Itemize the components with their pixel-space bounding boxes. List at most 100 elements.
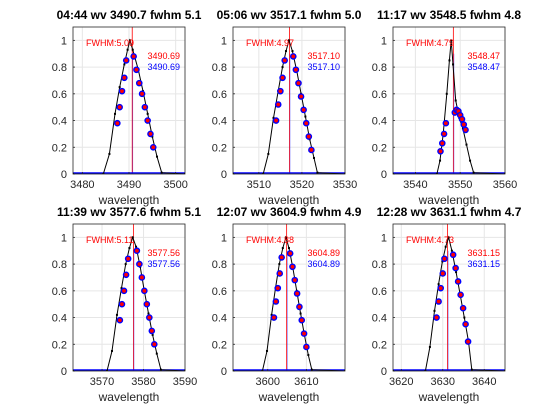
fwhm-annotation: FWHM:5.09 bbox=[86, 38, 134, 48]
profile-dot bbox=[504, 173, 505, 174]
sample-point bbox=[296, 303, 303, 311]
x-axis-label: wavelength bbox=[258, 390, 320, 404]
x-tick-label: 3570 bbox=[90, 376, 114, 388]
profile-dot bbox=[73, 173, 74, 174]
y-tick-label: 1 bbox=[381, 232, 387, 244]
sample-point bbox=[114, 119, 121, 127]
profile-dot bbox=[108, 152, 111, 155]
sample-point bbox=[289, 263, 296, 271]
sample-point bbox=[449, 251, 457, 259]
sample-point bbox=[122, 57, 130, 64]
center-value-blue: 3548.47 bbox=[467, 62, 500, 72]
profile-dot bbox=[278, 263, 281, 266]
sample-point bbox=[437, 284, 445, 292]
profile-dot bbox=[102, 173, 105, 174]
sample-point bbox=[141, 287, 148, 295]
sample-point bbox=[433, 314, 440, 321]
subplot-title: 12:28 wv 3631.1 fwhm 4.7 bbox=[377, 205, 522, 219]
sample-point bbox=[458, 115, 466, 123]
sample-point bbox=[277, 87, 284, 95]
sample-point bbox=[292, 66, 300, 74]
x-tick-label: 3540 bbox=[403, 179, 427, 191]
fwhm-annotation: FWHM:4.79 bbox=[406, 38, 454, 48]
profile-dot bbox=[441, 260, 444, 263]
x-axis-label: wavelength bbox=[418, 193, 480, 207]
axes-box bbox=[392, 26, 506, 175]
profile-dot bbox=[265, 349, 268, 352]
center-value-red: 3548.47 bbox=[467, 51, 500, 61]
x-tick-label: 3640 bbox=[472, 376, 496, 388]
y-tick-label: 0.8 bbox=[52, 62, 67, 74]
profile-dot bbox=[156, 155, 158, 158]
profile-dot bbox=[131, 48, 134, 51]
y-tick-label: 0.8 bbox=[212, 62, 227, 74]
sample-point bbox=[300, 330, 308, 337]
x-tick-label: 3610 bbox=[294, 376, 318, 388]
sample-point bbox=[151, 340, 158, 348]
sample-point bbox=[440, 130, 448, 138]
profile-dot bbox=[310, 368, 313, 371]
profile-dot bbox=[465, 143, 468, 146]
profile-dot bbox=[135, 245, 138, 248]
axes-box bbox=[72, 223, 186, 372]
sample-point bbox=[441, 255, 448, 263]
y-tick-label: 0.2 bbox=[212, 142, 227, 154]
y-tick-label: 0.2 bbox=[372, 142, 387, 154]
y-tick-label: 0.4 bbox=[52, 313, 67, 325]
center-value-red: 3490.69 bbox=[147, 51, 180, 61]
center-value-red: 3577.56 bbox=[147, 248, 180, 258]
sample-point bbox=[293, 290, 301, 297]
profile-dot bbox=[307, 353, 310, 356]
subplot-3: 3540 3550 3560 0 0.2 0.4 0.6 0.8 1 wavelength 11:1… bbox=[372, 8, 522, 207]
axes-background bbox=[233, 27, 345, 174]
profile-dot bbox=[233, 370, 234, 371]
profile-dot bbox=[233, 173, 234, 174]
sample-point bbox=[135, 79, 143, 87]
sample-point bbox=[286, 250, 294, 257]
y-tick-label: 0.2 bbox=[52, 142, 67, 154]
sample-point bbox=[272, 117, 280, 124]
axes-box bbox=[392, 223, 506, 372]
sample-point bbox=[297, 93, 305, 100]
profile-dot bbox=[445, 92, 448, 95]
sample-point bbox=[133, 66, 140, 74]
profile-dot bbox=[131, 236, 134, 239]
center-value-blue: 3631.15 bbox=[467, 259, 500, 269]
profile-dot bbox=[424, 370, 427, 371]
profile-dot bbox=[291, 50, 294, 53]
profile-dot bbox=[284, 50, 287, 53]
subplot-title: 05:06 wv 3517.1 fwhm 5.0 bbox=[217, 8, 362, 22]
profile-dot bbox=[123, 63, 126, 66]
center-value-blue: 3517.10 bbox=[307, 62, 340, 72]
sample-point bbox=[305, 133, 313, 140]
sample-point bbox=[120, 287, 128, 295]
profile-dot bbox=[316, 171, 319, 174]
profile-dot bbox=[312, 156, 315, 159]
y-tick-label: 0.4 bbox=[212, 116, 227, 128]
profile-dot bbox=[448, 59, 451, 62]
center-value-red: 3604.89 bbox=[307, 248, 340, 258]
profile-dot bbox=[126, 48, 129, 51]
profile-dot bbox=[270, 313, 273, 316]
x-axis-label: wavelength bbox=[98, 390, 160, 404]
x-tick-label: 3560 bbox=[493, 179, 517, 191]
sample-point bbox=[143, 300, 151, 308]
x-tick-label: 3630 bbox=[431, 376, 455, 388]
x-tick-label: 3520 bbox=[290, 179, 314, 191]
sample-point bbox=[148, 327, 156, 335]
y-tick-label: 0 bbox=[381, 169, 387, 181]
sample-point bbox=[138, 274, 146, 281]
x-tick-label: 3490 bbox=[117, 179, 141, 191]
sample-point bbox=[116, 103, 123, 111]
sample-point bbox=[295, 79, 302, 87]
sample-point bbox=[144, 117, 151, 124]
x-tick-label: 3480 bbox=[70, 179, 94, 191]
sample-point bbox=[462, 126, 469, 134]
x-tick-label: 3590 bbox=[173, 376, 197, 388]
axes-box bbox=[232, 26, 346, 175]
profile-dot bbox=[469, 159, 472, 162]
sample-point bbox=[149, 143, 157, 151]
profile-dot bbox=[393, 370, 394, 371]
subplot-title: 11:17 wv 3548.5 fwhm 4.8 bbox=[377, 8, 521, 22]
sample-point bbox=[118, 87, 126, 95]
